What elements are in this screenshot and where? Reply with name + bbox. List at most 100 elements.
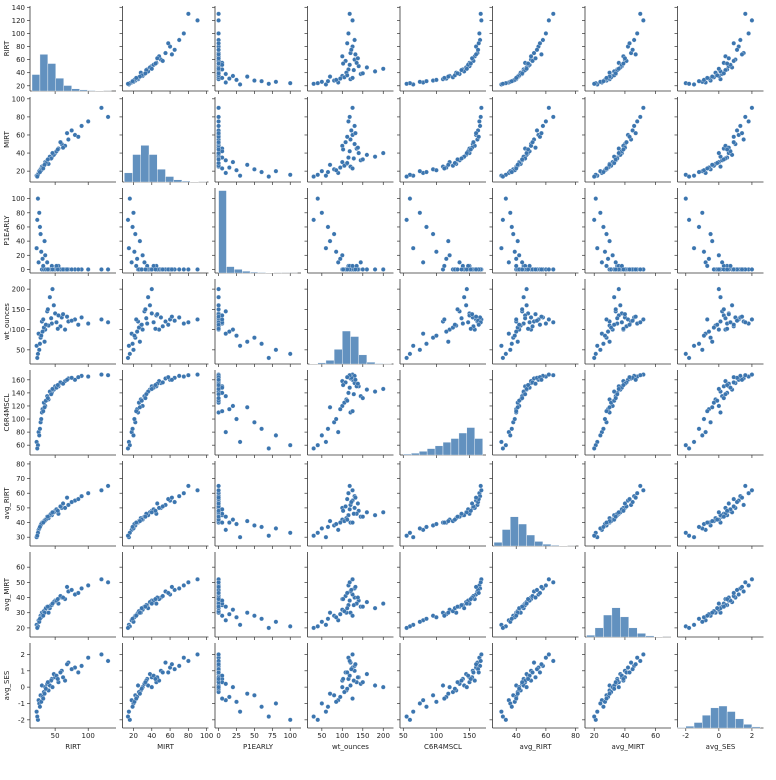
scatter-point — [431, 693, 435, 697]
scatter-point — [220, 76, 224, 80]
y-tick-label: 40 — [16, 519, 25, 527]
scatter-point — [56, 677, 60, 681]
scatter-point — [177, 664, 181, 668]
scatter-point — [130, 705, 134, 709]
scatter-point — [347, 484, 351, 488]
scatter-point — [347, 598, 351, 602]
histogram-bar — [351, 337, 359, 364]
scatter-point — [334, 700, 338, 704]
scatter-point — [717, 404, 721, 408]
x-tick-label: 50 — [250, 732, 259, 740]
scatter-point — [601, 225, 605, 229]
scatter-point — [76, 267, 80, 271]
scatter-point — [459, 68, 463, 72]
scatter-point — [231, 160, 235, 164]
scatter-point — [632, 124, 636, 128]
scatter-point — [61, 145, 65, 149]
scatter-point — [539, 585, 543, 589]
scatter-point — [220, 317, 224, 321]
y-tick-label: 2 — [21, 651, 25, 659]
scatter-point — [106, 320, 110, 324]
scatter-point — [352, 678, 356, 682]
scatter-point — [216, 67, 220, 71]
histogram-bar — [32, 75, 40, 91]
scatter-point — [216, 307, 220, 311]
scatter-point — [736, 592, 740, 596]
scatter-point — [161, 267, 165, 271]
scatter-point — [50, 510, 54, 514]
scatter-point — [37, 433, 41, 437]
scatter-point — [177, 374, 181, 378]
scatter-point — [311, 714, 315, 718]
y-tick-label: 40 — [16, 238, 25, 246]
histogram-bar — [342, 331, 350, 364]
y-axis-label: P1EARLY — [3, 215, 11, 246]
scatter-point — [710, 340, 714, 344]
scatter-point — [143, 396, 147, 400]
scatter-point — [621, 147, 625, 151]
scatter-point — [442, 614, 446, 618]
scatter-point — [216, 56, 220, 60]
scatter-point — [231, 517, 235, 521]
histogram-bar — [258, 272, 266, 273]
scatter-point — [479, 652, 483, 656]
scatter-point — [630, 48, 634, 52]
scatter-point — [424, 617, 428, 621]
scatter-point — [227, 76, 231, 80]
scatter-point — [186, 267, 190, 271]
scatter-point — [56, 509, 60, 513]
histogram-bar — [367, 362, 375, 364]
scatter-point — [99, 488, 103, 492]
y-tick-label: 0 — [21, 684, 25, 692]
scatter-point — [46, 680, 50, 684]
scatter-point — [99, 267, 103, 271]
scatter-point — [533, 382, 537, 386]
scatter-point — [238, 82, 242, 86]
scatter-point — [520, 604, 524, 608]
scatter-point — [356, 145, 360, 149]
x-axis-label: avg_RIRT — [520, 743, 553, 751]
scatter-point — [746, 119, 750, 123]
histogram-bar — [242, 271, 250, 273]
x-tick-label: 20 — [129, 732, 138, 740]
scatter-point — [612, 295, 616, 299]
scatter-point — [50, 267, 54, 271]
scatter-point — [621, 61, 625, 65]
scatter-point — [38, 525, 42, 529]
scatter-point — [459, 156, 463, 160]
scatter-point — [703, 430, 707, 434]
scatter-point — [404, 356, 408, 360]
scatter-point — [350, 106, 354, 110]
y-axis-label: avg_MIRT — [3, 577, 11, 611]
x-tick-label: 40 — [147, 732, 156, 740]
scatter-point — [58, 670, 62, 674]
scatter-point — [501, 446, 505, 450]
scatter-point — [349, 588, 353, 592]
scatter-point — [138, 691, 142, 695]
scatter-point — [216, 303, 220, 307]
scatter-point — [34, 709, 38, 713]
scatter-point — [692, 344, 696, 348]
scatter-point — [418, 620, 422, 624]
y-tick-label: 40 — [16, 150, 25, 158]
scatter-point — [508, 433, 512, 437]
scatter-point — [718, 295, 722, 299]
scatter-point — [220, 409, 224, 413]
scatter-point — [607, 239, 611, 243]
scatter-point — [153, 677, 157, 681]
histogram-bar — [637, 633, 645, 637]
scatter-point — [365, 65, 369, 69]
scatter-point — [520, 157, 524, 161]
scatter-point — [326, 170, 330, 174]
scatter-point — [633, 131, 637, 135]
scatter-point — [56, 383, 60, 387]
scatter-point — [381, 387, 385, 391]
scatter-point — [474, 662, 478, 666]
scatter-point — [345, 670, 349, 674]
scatter-point — [170, 314, 174, 318]
histogram-bar — [174, 180, 182, 182]
histogram-bar — [475, 439, 483, 455]
scatter-point — [316, 624, 320, 628]
scatter-point — [547, 18, 551, 22]
histogram-bar — [587, 635, 595, 637]
